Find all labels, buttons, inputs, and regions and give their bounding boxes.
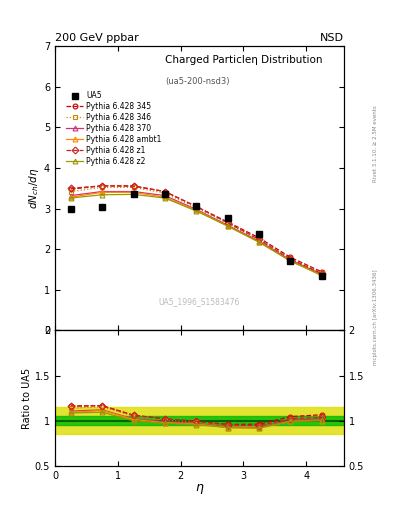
Text: NSD: NSD: [320, 33, 344, 44]
Bar: [55, 416, 344, 425]
Text: mcplots.cern.ch [arXiv:1306.3436]: mcplots.cern.ch [arXiv:1306.3436]: [373, 270, 378, 365]
Text: 200 GeV ppbar: 200 GeV ppbar: [55, 33, 139, 44]
Y-axis label: $dN_{ch}/d\eta$: $dN_{ch}/d\eta$: [27, 167, 41, 209]
Bar: [55, 407, 344, 434]
Y-axis label: Ratio to UA5: Ratio to UA5: [22, 368, 32, 429]
Text: Rivet 3.1.10, ≥ 2.5M events: Rivet 3.1.10, ≥ 2.5M events: [373, 105, 378, 182]
Text: Charged Particleη Distribution: Charged Particleη Distribution: [165, 55, 322, 65]
X-axis label: $\eta$: $\eta$: [195, 482, 204, 496]
Legend: UA5, Pythia 6.428 345, Pythia 6.428 346, Pythia 6.428 370, Pythia 6.428 ambt1, P: UA5, Pythia 6.428 345, Pythia 6.428 346,…: [64, 90, 163, 167]
Text: UA5_1996_S1583476: UA5_1996_S1583476: [159, 297, 240, 307]
Text: (ua5-200-nsd3): (ua5-200-nsd3): [165, 77, 229, 87]
